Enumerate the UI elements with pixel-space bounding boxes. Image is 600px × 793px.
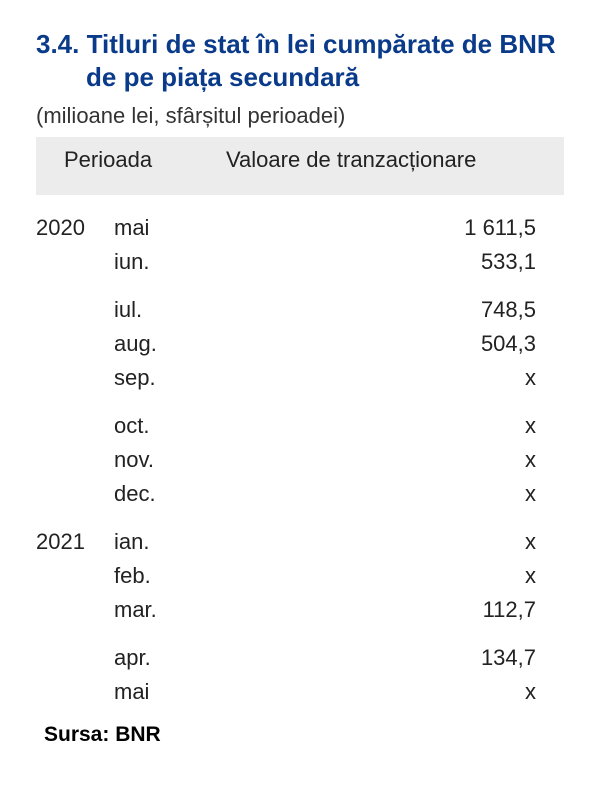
cell-value: x	[216, 443, 564, 477]
cell-value: 748,5	[216, 279, 564, 327]
cell-month: aug.	[106, 327, 216, 361]
table-row: oct.x	[36, 395, 564, 443]
cell-value: x	[216, 361, 564, 395]
source-label: Sursa: BNR	[36, 723, 564, 747]
cell-month: iul.	[106, 279, 216, 327]
cell-year: 2020	[36, 195, 106, 245]
header-period: Perioada	[36, 137, 216, 195]
cell-value: 1 611,5	[216, 195, 564, 245]
cell-year	[36, 627, 106, 675]
cell-value: x	[216, 675, 564, 709]
cell-value: 533,1	[216, 245, 564, 279]
cell-value: x	[216, 477, 564, 511]
header-value: Valoare de tranzacționare	[216, 137, 564, 195]
cell-year	[36, 443, 106, 477]
table-header-row: Perioada Valoare de tranzacționare	[36, 137, 564, 195]
subtitle: (milioane lei, sfârșitul perioadei)	[36, 103, 564, 129]
cell-year	[36, 279, 106, 327]
table-row: mar.112,7	[36, 593, 564, 627]
title-line-2: de pe piața secundară	[86, 61, 564, 94]
table-row: feb.x	[36, 559, 564, 593]
title-number: 3.4.	[36, 29, 79, 59]
cell-month: dec.	[106, 477, 216, 511]
table-row: aug.504,3	[36, 327, 564, 361]
cell-month: nov.	[106, 443, 216, 477]
table-row: 2021ian.x	[36, 511, 564, 559]
cell-month: apr.	[106, 627, 216, 675]
table-row: nov.x	[36, 443, 564, 477]
cell-year	[36, 559, 106, 593]
cell-year: 2021	[36, 511, 106, 559]
cell-value: x	[216, 395, 564, 443]
page-container: 3.4. Titluri de stat în lei cumpărate de…	[0, 0, 600, 767]
cell-value: 134,7	[216, 627, 564, 675]
cell-year	[36, 675, 106, 709]
cell-month: mar.	[106, 593, 216, 627]
cell-value: 112,7	[216, 593, 564, 627]
table-body: 2020mai1 611,5iun.533,1iul.748,5aug.504,…	[36, 195, 564, 709]
table-row: dec.x	[36, 477, 564, 511]
section-title: 3.4. Titluri de stat în lei cumpărate de…	[36, 28, 564, 93]
cell-month: mai	[106, 675, 216, 709]
cell-year	[36, 327, 106, 361]
cell-year	[36, 395, 106, 443]
cell-month: mai	[106, 195, 216, 245]
table-row: sep.x	[36, 361, 564, 395]
cell-month: sep.	[106, 361, 216, 395]
cell-year	[36, 245, 106, 279]
cell-value: 504,3	[216, 327, 564, 361]
title-line-1: Titluri de stat în lei cumpărate de BNR	[87, 29, 556, 59]
cell-year	[36, 593, 106, 627]
table-row: maix	[36, 675, 564, 709]
cell-value: x	[216, 559, 564, 593]
cell-year	[36, 477, 106, 511]
cell-year	[36, 361, 106, 395]
table-row: iul.748,5	[36, 279, 564, 327]
table-row: apr.134,7	[36, 627, 564, 675]
table-row: iun.533,1	[36, 245, 564, 279]
cell-month: ian.	[106, 511, 216, 559]
table-row: 2020mai1 611,5	[36, 195, 564, 245]
cell-month: oct.	[106, 395, 216, 443]
cell-value: x	[216, 511, 564, 559]
cell-month: iun.	[106, 245, 216, 279]
cell-month: feb.	[106, 559, 216, 593]
data-table: Perioada Valoare de tranzacționare 2020m…	[36, 137, 564, 709]
